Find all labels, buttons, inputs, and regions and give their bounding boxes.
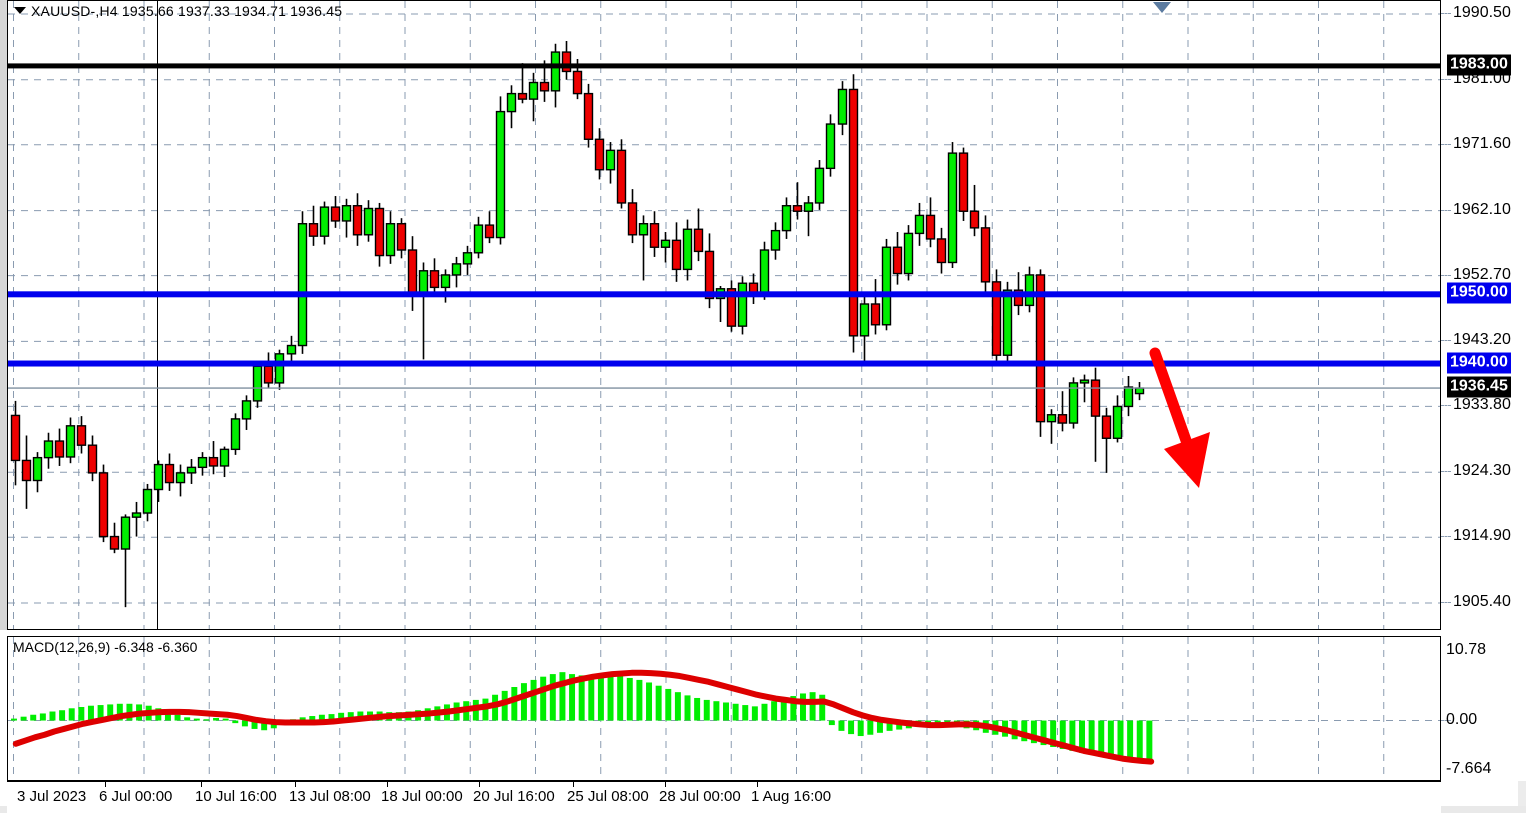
time-tick-mark	[757, 782, 758, 787]
period-marker-icon	[1153, 2, 1171, 13]
chart-header-text: XAUUSD-,H4 1935.66 1937.33 1934.71 1936.…	[31, 3, 343, 19]
price-level-tag[interactable]: 1983.00	[1447, 54, 1511, 76]
time-axis[interactable]: 3 Jul 2023 6 Jul 00:00 10 Jul 16:00 13 Jul …	[7, 781, 1441, 813]
time-tick-label: 10 Jul 16:00	[195, 788, 277, 805]
triangle-down-icon[interactable]	[14, 7, 26, 14]
price-plot-area[interactable]	[8, 1, 1440, 629]
price-tick-mark	[1441, 78, 1451, 80]
price-tick-label: 1943.20	[1453, 331, 1511, 349]
price-tick-mark	[1441, 405, 1451, 407]
price-tick-label: 1905.40	[1453, 593, 1511, 610]
macd-tick-label: 10.78	[1446, 641, 1487, 658]
time-tick-mark	[105, 782, 106, 787]
price-tick-mark	[1441, 13, 1451, 14]
time-tick-label: 3 Jul 2023	[17, 788, 87, 805]
price-tick-label: 1914.90	[1453, 527, 1511, 545]
macd-plot-area[interactable]	[8, 637, 1440, 780]
price-level-tag[interactable]: 1936.45	[1447, 376, 1511, 398]
price-tick-mark	[1441, 471, 1451, 473]
price-level-tag[interactable]: 1940.00	[1447, 352, 1511, 374]
price-tick-mark	[1441, 209, 1451, 211]
price-axis[interactable]: 1990.50 1981.00 1971.60 1962.10 1952.70 1943.…	[1441, 0, 1526, 781]
price-tick-mark	[1441, 143, 1451, 145]
time-tick-label: 13 Jul 08:00	[289, 788, 371, 805]
price-tick-mark	[1441, 274, 1451, 276]
time-tick-label: 18 Jul 00:00	[381, 788, 463, 805]
time-tick-mark	[295, 782, 296, 787]
macd-canvas	[8, 637, 1440, 780]
time-tick-label: 25 Jul 08:00	[567, 788, 649, 805]
macd-label: MACD(12,26,9) -6.348 -6.360	[13, 639, 198, 655]
time-tick-mark	[201, 782, 202, 787]
price-tick-mark	[1441, 602, 1451, 603]
candlestick-canvas	[8, 1, 1440, 629]
price-tick-mark	[1441, 340, 1451, 342]
price-chart-panel[interactable]: XAUUSD-,H4 1935.66 1937.33 1934.71 1936.…	[7, 0, 1441, 630]
time-tick-label: 6 Jul 00:00	[99, 788, 173, 805]
time-tick-label: 28 Jul 00:00	[659, 788, 741, 805]
price-tick-label: 1924.30	[1453, 462, 1511, 480]
price-tick-label: 1990.50	[1453, 4, 1511, 21]
macd-tick-label: 0.00	[1446, 710, 1478, 728]
price-tick-label: 1952.70	[1453, 265, 1511, 283]
time-tick-mark	[665, 782, 666, 787]
time-tick-label: 1 Aug 16:00	[751, 788, 832, 805]
down-trend-arrow	[1149, 347, 1210, 488]
macd-panel[interactable]: MACD(12,26,9) -6.348 -6.360	[7, 636, 1441, 781]
time-tick-mark	[573, 782, 574, 787]
price-tick-label: 1962.10	[1453, 200, 1511, 218]
macd-tick-mark	[1441, 719, 1451, 721]
chart-header: XAUUSD-,H4 1935.66 1937.33 1934.71 1936.…	[14, 3, 342, 19]
price-tick-label: 1933.80	[1453, 396, 1511, 414]
macd-tick-label: -7.664	[1446, 760, 1492, 777]
price-tick-mark	[1441, 536, 1451, 538]
time-tick-mark	[479, 782, 480, 787]
price-level-tag[interactable]: 1950.00	[1447, 282, 1511, 304]
price-tick-label: 1971.60	[1453, 134, 1511, 152]
time-tick-label: 20 Jul 16:00	[473, 788, 555, 805]
time-tick-mark	[387, 782, 388, 787]
